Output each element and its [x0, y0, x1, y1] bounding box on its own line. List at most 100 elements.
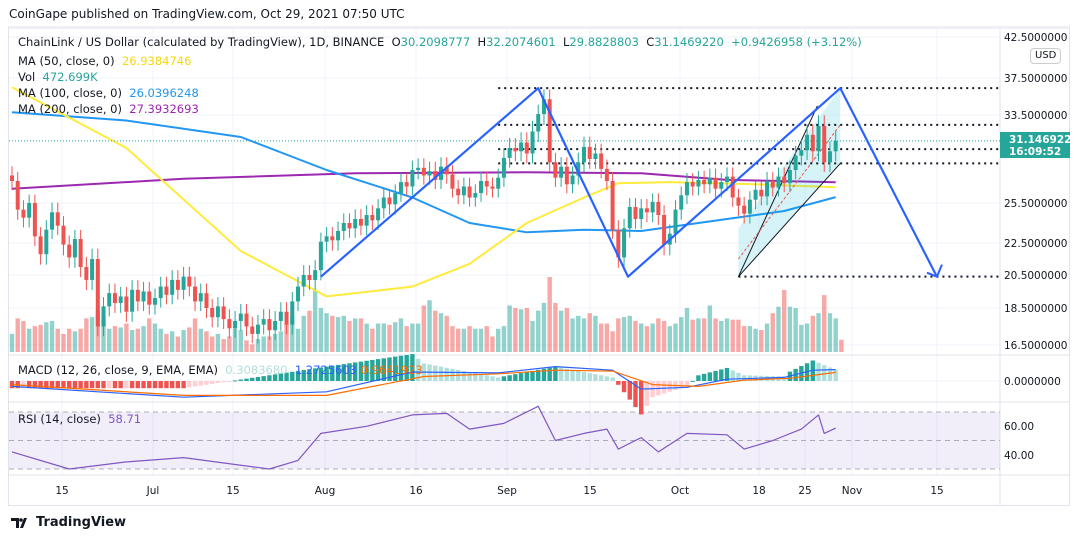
macd-histogram-bar: [833, 369, 838, 381]
macd-histogram-bar: [633, 381, 638, 408]
macd-histogram-bar: [330, 365, 335, 381]
rsi-legend[interactable]: RSI (14, close) 58.71: [18, 412, 141, 426]
vol-value: 472.699K: [42, 70, 98, 84]
candle-body: [753, 189, 758, 200]
candle: [501, 148, 506, 187]
macd-histogram-bar: [415, 358, 421, 381]
volume-bar: [393, 322, 398, 352]
volume-bar: [141, 326, 146, 352]
macd-histogram-bar: [49, 381, 55, 389]
macd-histogram-bar: [152, 381, 158, 389]
candle: [32, 194, 37, 247]
rsi-tick-label: 40.00: [1004, 450, 1034, 462]
volume-bar: [524, 308, 529, 352]
macd-histogram-bar: [507, 375, 512, 381]
volume-bar: [804, 323, 810, 352]
ma50-legend[interactable]: MA (50, close, 0) 26.9384746: [18, 54, 191, 68]
macd-histogram-bar: [696, 375, 701, 381]
candle: [141, 281, 146, 312]
macd-value: 1.2725603: [294, 363, 358, 377]
volume-bar: [764, 323, 770, 352]
macd-hist-value: 0.3083680: [225, 363, 288, 377]
volume-bar: [72, 331, 78, 352]
volume-bar: [455, 328, 461, 352]
candle-body: [644, 208, 649, 213]
candle-body: [90, 259, 95, 280]
candle-body: [416, 167, 421, 170]
candle-body: [130, 289, 135, 312]
macd-histogram-bar: [147, 381, 152, 389]
candle: [347, 213, 352, 238]
candle: [513, 137, 518, 162]
volume-bar: [147, 318, 152, 352]
macd-histogram-bar: [192, 381, 198, 387]
candle-body: [290, 301, 295, 325]
volume-bar: [741, 326, 747, 352]
macd-histogram-bar: [295, 370, 301, 381]
candle-body: [158, 286, 163, 299]
candle-body: [107, 293, 112, 307]
candle-body: [816, 126, 821, 152]
candle-body: [10, 175, 14, 181]
macd-histogram-bar: [61, 381, 66, 389]
change-value: +0.9426958 (+3.12%): [731, 35, 862, 49]
candle: [467, 177, 472, 207]
candle: [639, 199, 644, 229]
candle-body: [519, 142, 524, 152]
macd-histogram-bar: [89, 381, 95, 389]
tradingview-logo[interactable]: TradingView: [10, 515, 126, 530]
macd-histogram-bar: [570, 369, 575, 381]
candle-body: [370, 215, 375, 221]
candle-body: [215, 306, 220, 318]
candle: [770, 171, 775, 197]
volume-bar: [358, 318, 364, 352]
macd-legend[interactable]: MACD (12, 26, close, 9, EMA, EMA) 0.3083…: [18, 363, 423, 377]
macd-histogram-bar: [616, 381, 621, 385]
volume-bar: [221, 339, 226, 352]
macd-histogram-bar: [576, 370, 581, 381]
candle: [421, 158, 426, 185]
ma50-label: MA (50, close, 0): [18, 54, 115, 68]
candle-body: [141, 291, 146, 302]
vol-legend[interactable]: Vol 472.699K: [18, 70, 98, 84]
volume-bar: [644, 326, 650, 352]
candle: [473, 184, 478, 207]
candle: [810, 124, 815, 162]
volume-bar: [598, 323, 604, 352]
candle-body: [547, 99, 552, 163]
volume-bar: [398, 318, 404, 352]
volume-bar: [421, 305, 427, 352]
macd-histogram-bar: [444, 367, 449, 381]
macd-histogram-bar: [95, 381, 100, 389]
macd-histogram-bar: [198, 381, 203, 386]
candle: [833, 130, 838, 162]
macd-histogram-bar: [684, 381, 690, 387]
candle: [181, 266, 186, 300]
volume-bar: [627, 315, 632, 352]
candle: [576, 152, 581, 185]
volume-bar: [301, 315, 306, 352]
currency-button[interactable]: USD: [1030, 48, 1062, 64]
volume-bar: [124, 323, 129, 352]
candle: [90, 248, 95, 290]
date-tick-label: 15: [583, 485, 596, 497]
candle-body: [181, 276, 186, 290]
ma100-legend[interactable]: MA (100, close, 0) 26.0396248: [18, 86, 199, 100]
volume-bar: [21, 320, 26, 352]
candle-body: [776, 176, 781, 188]
candle-body: [210, 308, 215, 318]
volume-bar: [650, 323, 655, 352]
macd-histogram-bar: [101, 381, 106, 389]
candle-body: [393, 193, 398, 205]
candle: [433, 161, 438, 190]
ma200-legend[interactable]: MA (200, close, 0) 27.3932693: [18, 102, 199, 116]
volume-bar: [427, 300, 432, 352]
candle: [170, 270, 175, 305]
candle: [67, 235, 72, 268]
candle-body: [484, 181, 489, 187]
candle: [284, 302, 289, 335]
volume-bar: [112, 326, 118, 352]
candle-body: [227, 319, 232, 329]
candle-body: [124, 296, 129, 312]
